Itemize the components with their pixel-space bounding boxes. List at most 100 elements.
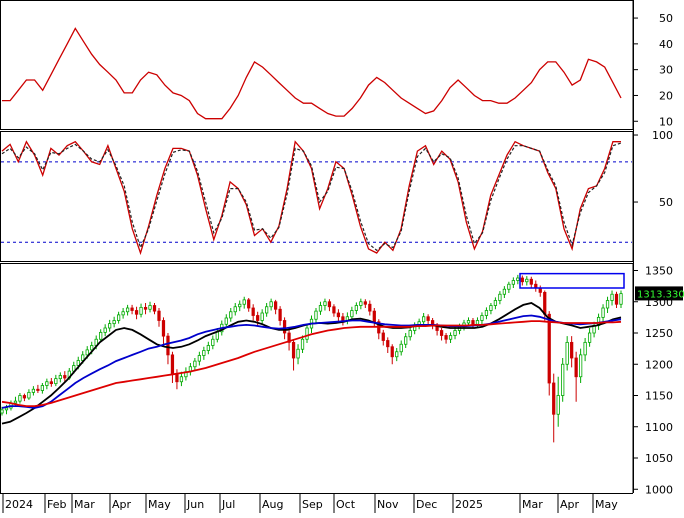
candle-body — [426, 316, 430, 321]
candle-body — [574, 357, 578, 378]
candle-body — [570, 341, 574, 359]
candle-body — [287, 332, 291, 343]
y-tick-label: 30 — [659, 64, 673, 77]
candle-body — [444, 335, 448, 340]
candle-body — [58, 375, 62, 380]
y-tick-label: 20 — [659, 89, 673, 102]
x-tick-label: May — [148, 498, 171, 511]
candle-body — [489, 305, 493, 311]
x-tick-label: Feb — [47, 498, 66, 511]
candle-body — [49, 381, 53, 385]
last-price-label: 1313.330 — [637, 289, 684, 300]
candle-body — [556, 395, 560, 415]
candle-body — [27, 391, 31, 399]
candle-body — [76, 360, 80, 366]
candle-body — [121, 311, 125, 316]
candle-body — [552, 382, 556, 415]
candle-body — [265, 306, 269, 314]
candle-body — [619, 293, 623, 305]
candle-body — [386, 340, 390, 348]
y-tick-label: 40 — [659, 38, 673, 51]
x-tick-label: Nov — [377, 498, 399, 511]
candle-body — [269, 301, 273, 308]
x-tick-label: Sep — [302, 498, 323, 511]
candle-body — [170, 354, 175, 375]
candle-body — [273, 301, 278, 310]
candle-body — [318, 305, 323, 312]
candle-body — [134, 310, 139, 315]
candle-body — [22, 395, 27, 399]
candle-body — [54, 378, 58, 385]
candle-body — [143, 306, 148, 310]
candle-body — [157, 310, 161, 321]
y-tick-label: 1050 — [645, 452, 673, 465]
x-tick-label: Jul — [221, 498, 235, 511]
candle-body — [296, 348, 300, 359]
candle-body — [336, 312, 341, 318]
x-tick-label: Apr — [112, 498, 132, 511]
y-tick-label: 1250 — [645, 327, 673, 340]
candle-body — [238, 303, 242, 308]
candle-body — [323, 301, 327, 306]
y-tick-label: 50 — [659, 196, 673, 209]
candle-body — [108, 323, 112, 329]
x-tick-label: May — [595, 498, 618, 511]
candle-body — [327, 301, 332, 308]
candle-body — [175, 373, 179, 383]
y-tick-label: 1150 — [645, 390, 673, 403]
last-price-box — [635, 286, 683, 301]
candle-body — [197, 355, 201, 362]
candle-body — [45, 381, 49, 386]
candle-body — [4, 407, 9, 411]
candle-body — [516, 277, 520, 281]
candle-body — [381, 332, 385, 341]
candle-body — [40, 385, 44, 391]
candle-body — [125, 307, 130, 313]
candle-body — [211, 338, 215, 346]
y-tick-label: 50 — [659, 12, 673, 25]
candle-body — [453, 330, 457, 336]
candle-body — [278, 308, 282, 321]
candle-body — [0, 409, 4, 414]
candle-body — [229, 311, 233, 319]
candle-body — [507, 283, 511, 290]
x-tick-label: Mar — [522, 498, 543, 511]
candle-body — [363, 301, 367, 305]
axis-area — [633, 0, 684, 513]
candle-body — [579, 354, 583, 378]
candle-body — [291, 341, 296, 359]
candle-body — [583, 341, 587, 356]
y-tick-label: 1350 — [645, 265, 673, 278]
candle-body — [368, 303, 372, 312]
ma-blue-line — [1, 314, 622, 409]
candle-body — [130, 307, 134, 311]
candle-body — [502, 288, 507, 295]
candle-body — [282, 320, 287, 334]
candle-body — [547, 313, 551, 384]
candle-body — [395, 351, 399, 358]
candle-body — [193, 360, 197, 368]
x-tick-label: Aug — [262, 498, 283, 511]
candle-body — [498, 293, 502, 301]
candle-body — [314, 310, 318, 320]
candle-body — [179, 376, 184, 383]
candle-body — [99, 331, 103, 340]
candle-body — [18, 395, 22, 402]
candle-body — [256, 315, 260, 321]
candle-body — [493, 300, 498, 306]
candle-body — [404, 336, 408, 345]
y-tick-label: 1100 — [645, 421, 673, 434]
y-tick-label: 1200 — [645, 358, 673, 371]
candle-body — [305, 327, 309, 340]
candle-body — [561, 363, 565, 396]
candle-body — [300, 338, 305, 350]
candle-body — [161, 320, 166, 337]
candle-body — [350, 310, 354, 318]
candle-body — [605, 300, 610, 309]
y-tick-label: 10 — [659, 115, 673, 128]
candle-body — [251, 307, 255, 316]
candle-body — [480, 315, 484, 321]
candle-body — [565, 341, 569, 365]
